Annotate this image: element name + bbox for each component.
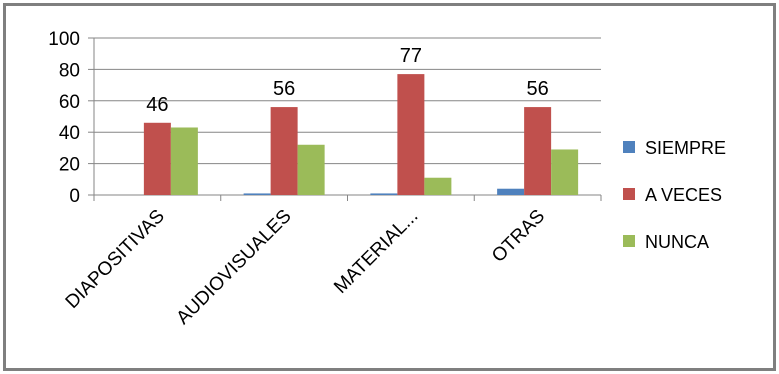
y-tick-label: 20 bbox=[59, 155, 80, 176]
bar-nunca-2 bbox=[424, 177, 452, 195]
bar-siempre-1 bbox=[243, 193, 271, 195]
legend-swatch-a-veces bbox=[623, 188, 635, 200]
data-label: 56 bbox=[527, 78, 549, 100]
y-tick-label: 80 bbox=[59, 60, 80, 81]
y-tick-label: 100 bbox=[48, 29, 80, 50]
bar-nunca-0 bbox=[170, 127, 198, 195]
bar-siempre-2 bbox=[370, 193, 398, 195]
data-labels: 46 56 77 56 bbox=[146, 45, 549, 116]
bars bbox=[143, 74, 579, 195]
bar-siempre-3 bbox=[497, 188, 525, 195]
bar-nunca-1 bbox=[297, 144, 325, 195]
data-label: 77 bbox=[400, 45, 422, 67]
y-tick-label: 0 bbox=[69, 186, 80, 207]
data-label: 56 bbox=[273, 78, 295, 100]
legend-swatch-nunca bbox=[623, 235, 635, 247]
bar-a-veces-2 bbox=[397, 74, 425, 195]
y-tick-label: 60 bbox=[59, 92, 80, 113]
legend-swatch-siempre bbox=[623, 141, 635, 153]
legend-label: A VECES bbox=[645, 185, 722, 205]
data-label: 46 bbox=[146, 94, 168, 116]
legend: SIEMPRE A VECES NUNCA bbox=[623, 138, 726, 252]
bar-a-veces-1 bbox=[270, 107, 298, 195]
chart-border bbox=[3, 3, 776, 371]
bar-nunca-3 bbox=[551, 149, 579, 195]
y-tick-label: 40 bbox=[59, 123, 80, 144]
legend-label: NUNCA bbox=[645, 232, 709, 252]
bar-a-veces-0 bbox=[143, 122, 171, 195]
bar-a-veces-3 bbox=[524, 107, 552, 195]
legend-label: SIEMPRE bbox=[645, 138, 726, 158]
